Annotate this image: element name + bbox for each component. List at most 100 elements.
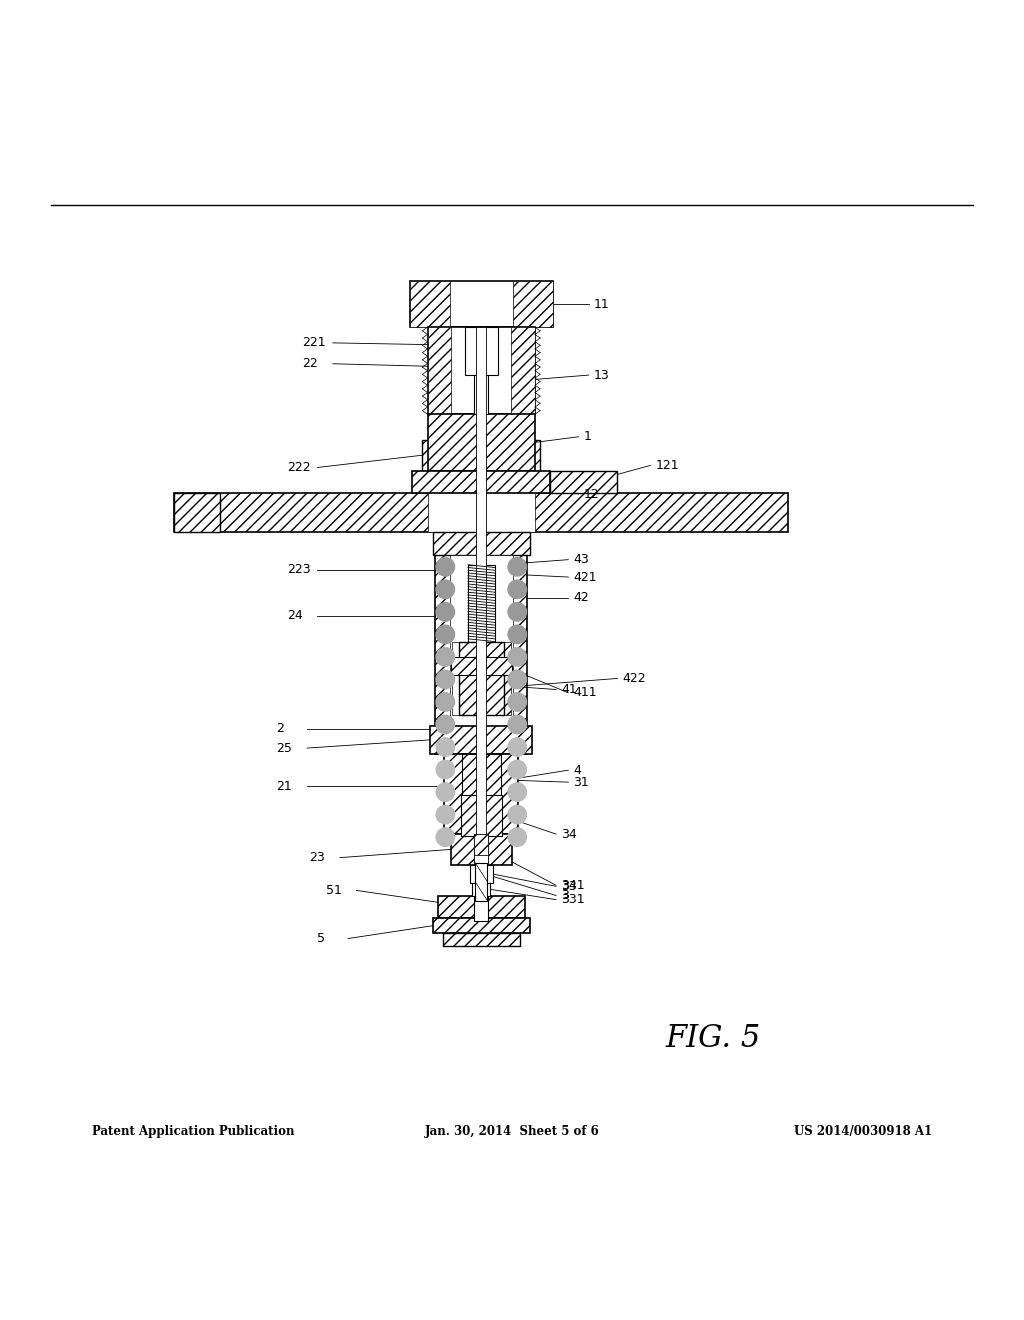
- Circle shape: [436, 626, 455, 644]
- Circle shape: [436, 603, 455, 622]
- Circle shape: [436, 738, 455, 756]
- Circle shape: [436, 579, 455, 598]
- Text: 23: 23: [309, 851, 325, 865]
- Bar: [428, 327, 535, 414]
- Text: 11: 11: [594, 297, 609, 310]
- Text: Jan. 30, 2014  Sheet 5 of 6: Jan. 30, 2014 Sheet 5 of 6: [425, 1125, 599, 1138]
- Circle shape: [508, 805, 526, 824]
- Bar: [462, 754, 501, 813]
- Text: 331: 331: [561, 894, 585, 906]
- Circle shape: [436, 648, 455, 667]
- Bar: [452, 642, 459, 715]
- Text: 13: 13: [594, 368, 609, 381]
- Text: 12: 12: [584, 487, 599, 500]
- Bar: [504, 642, 511, 715]
- Bar: [442, 933, 519, 945]
- Text: 421: 421: [573, 570, 597, 583]
- Bar: [476, 327, 486, 895]
- Circle shape: [436, 805, 455, 824]
- Circle shape: [508, 557, 526, 576]
- Bar: [428, 327, 535, 414]
- Circle shape: [436, 715, 455, 734]
- Bar: [475, 863, 487, 900]
- Text: 25: 25: [276, 742, 293, 755]
- Circle shape: [436, 671, 455, 689]
- Text: 42: 42: [573, 591, 589, 605]
- Text: 341: 341: [561, 879, 585, 892]
- Text: 51: 51: [326, 884, 342, 896]
- Text: 221: 221: [302, 337, 326, 350]
- Bar: [438, 895, 524, 917]
- Bar: [450, 554, 513, 754]
- Bar: [451, 834, 512, 865]
- Text: 411: 411: [573, 686, 597, 700]
- Circle shape: [508, 783, 526, 801]
- Circle shape: [508, 715, 526, 734]
- Text: US 2014/0030918 A1: US 2014/0030918 A1: [794, 1125, 932, 1138]
- Bar: [513, 281, 553, 327]
- Bar: [432, 917, 530, 933]
- Bar: [430, 726, 532, 754]
- Circle shape: [508, 626, 526, 644]
- Bar: [474, 834, 488, 921]
- Bar: [474, 834, 488, 854]
- Bar: [459, 642, 504, 715]
- Text: 21: 21: [276, 780, 292, 792]
- Bar: [465, 327, 498, 375]
- Text: 3: 3: [561, 890, 569, 902]
- Text: 24: 24: [287, 610, 302, 623]
- Circle shape: [508, 579, 526, 598]
- Bar: [422, 440, 541, 470]
- Text: 43: 43: [573, 553, 589, 566]
- Bar: [410, 281, 450, 327]
- Bar: [511, 327, 535, 414]
- Text: 5: 5: [317, 932, 326, 945]
- Bar: [474, 865, 488, 886]
- Bar: [432, 532, 530, 554]
- Text: 4: 4: [573, 764, 582, 776]
- Circle shape: [508, 648, 526, 667]
- Bar: [174, 494, 220, 532]
- Circle shape: [508, 760, 526, 779]
- Bar: [428, 494, 535, 532]
- Circle shape: [436, 693, 455, 711]
- Bar: [451, 657, 512, 676]
- Bar: [470, 865, 493, 883]
- Text: Patent Application Publication: Patent Application Publication: [92, 1125, 295, 1138]
- Bar: [474, 375, 488, 414]
- Bar: [444, 754, 518, 834]
- Bar: [428, 414, 535, 470]
- Text: 33: 33: [561, 880, 577, 892]
- Bar: [551, 470, 616, 494]
- Text: 41: 41: [561, 682, 577, 696]
- Circle shape: [436, 783, 455, 801]
- Text: 422: 422: [623, 672, 646, 685]
- Bar: [472, 883, 490, 895]
- Bar: [435, 554, 527, 754]
- Circle shape: [436, 557, 455, 576]
- Text: 22: 22: [302, 358, 317, 370]
- Text: 34: 34: [561, 828, 577, 841]
- Bar: [410, 281, 553, 327]
- Circle shape: [508, 671, 526, 689]
- Text: 222: 222: [287, 461, 310, 474]
- Text: 223: 223: [287, 564, 310, 577]
- Circle shape: [508, 693, 526, 711]
- Bar: [174, 494, 788, 532]
- Bar: [428, 327, 452, 414]
- Circle shape: [508, 603, 526, 622]
- Text: 121: 121: [655, 459, 679, 473]
- Circle shape: [436, 760, 455, 779]
- Bar: [432, 327, 530, 414]
- Bar: [461, 795, 502, 836]
- Text: 2: 2: [276, 722, 285, 735]
- Circle shape: [436, 828, 455, 846]
- Bar: [474, 854, 488, 865]
- Circle shape: [508, 828, 526, 846]
- Text: 1: 1: [584, 430, 592, 444]
- Bar: [468, 565, 495, 642]
- Circle shape: [508, 738, 526, 756]
- Text: 31: 31: [573, 776, 589, 788]
- Text: FIG. 5: FIG. 5: [666, 1023, 761, 1055]
- Bar: [412, 470, 551, 494]
